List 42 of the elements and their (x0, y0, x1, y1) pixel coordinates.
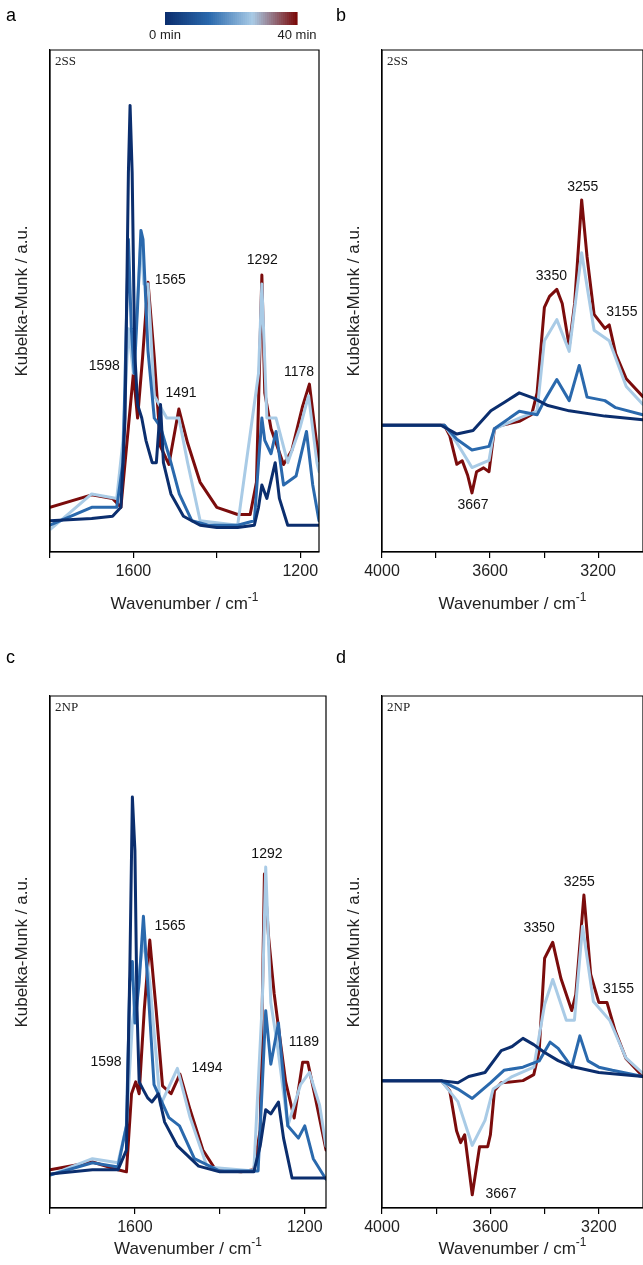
annotation: 1565 (154, 271, 187, 288)
annotation: 1292 (251, 844, 283, 861)
x-tick-label: 4000 (364, 1218, 400, 1236)
annotation: 1189 (288, 1032, 320, 1049)
x-tick-label: 3600 (472, 1218, 509, 1236)
annotation: 3667 (457, 496, 489, 513)
x-tick-label: 1600 (115, 562, 152, 580)
chart-title: d (336, 646, 347, 667)
x-tick-label: 3200 (580, 562, 617, 580)
chart-title: b (336, 4, 347, 25)
annotation: 1565 (154, 916, 186, 933)
text: 2SS (55, 53, 76, 69)
text: 3255 (567, 177, 599, 194)
annotation: 3155 (606, 302, 638, 319)
text: 2NP (55, 699, 79, 715)
x-tick-label: 3200 (581, 1218, 617, 1236)
annotation: 1494 (191, 1058, 223, 1075)
annotation: 3667 (485, 1184, 517, 1201)
color-bar-label: 40 min (277, 26, 317, 42)
text: 2NP (387, 699, 411, 715)
annotation: 3155 (602, 980, 635, 997)
annotation: 3350 (523, 919, 555, 936)
y-axis-title: Kubelka-Munk / a.u. (11, 876, 31, 1028)
chart-title: c (6, 646, 15, 667)
annotation: 1598 (88, 357, 121, 374)
annotation: 1178 (284, 362, 315, 379)
y-axis-title: Kubelka-Munk / a.u. (343, 225, 363, 377)
annotation: 3350 (535, 266, 568, 283)
x-tick-label: 4000 (364, 562, 400, 580)
x-tick-label: 1200 (282, 562, 319, 580)
annotation: 1491 (165, 383, 197, 400)
y-axis-title: Kubelka-Munk / a.u. (11, 225, 31, 377)
x-tick-label: 1200 (286, 1218, 323, 1236)
x-tick-label: 1600 (117, 1218, 153, 1236)
chart-title: a (6, 4, 17, 25)
annotation: 1598 (90, 1052, 122, 1069)
text: 2SS (387, 53, 408, 69)
text: 3255 (563, 873, 596, 890)
x-tick-label: 3600 (472, 562, 508, 580)
y-axis-title: Kubelka-Munk / a.u. (343, 876, 363, 1028)
annotation: 1292 (246, 250, 279, 267)
color-bar-label: 0 min (149, 26, 181, 42)
